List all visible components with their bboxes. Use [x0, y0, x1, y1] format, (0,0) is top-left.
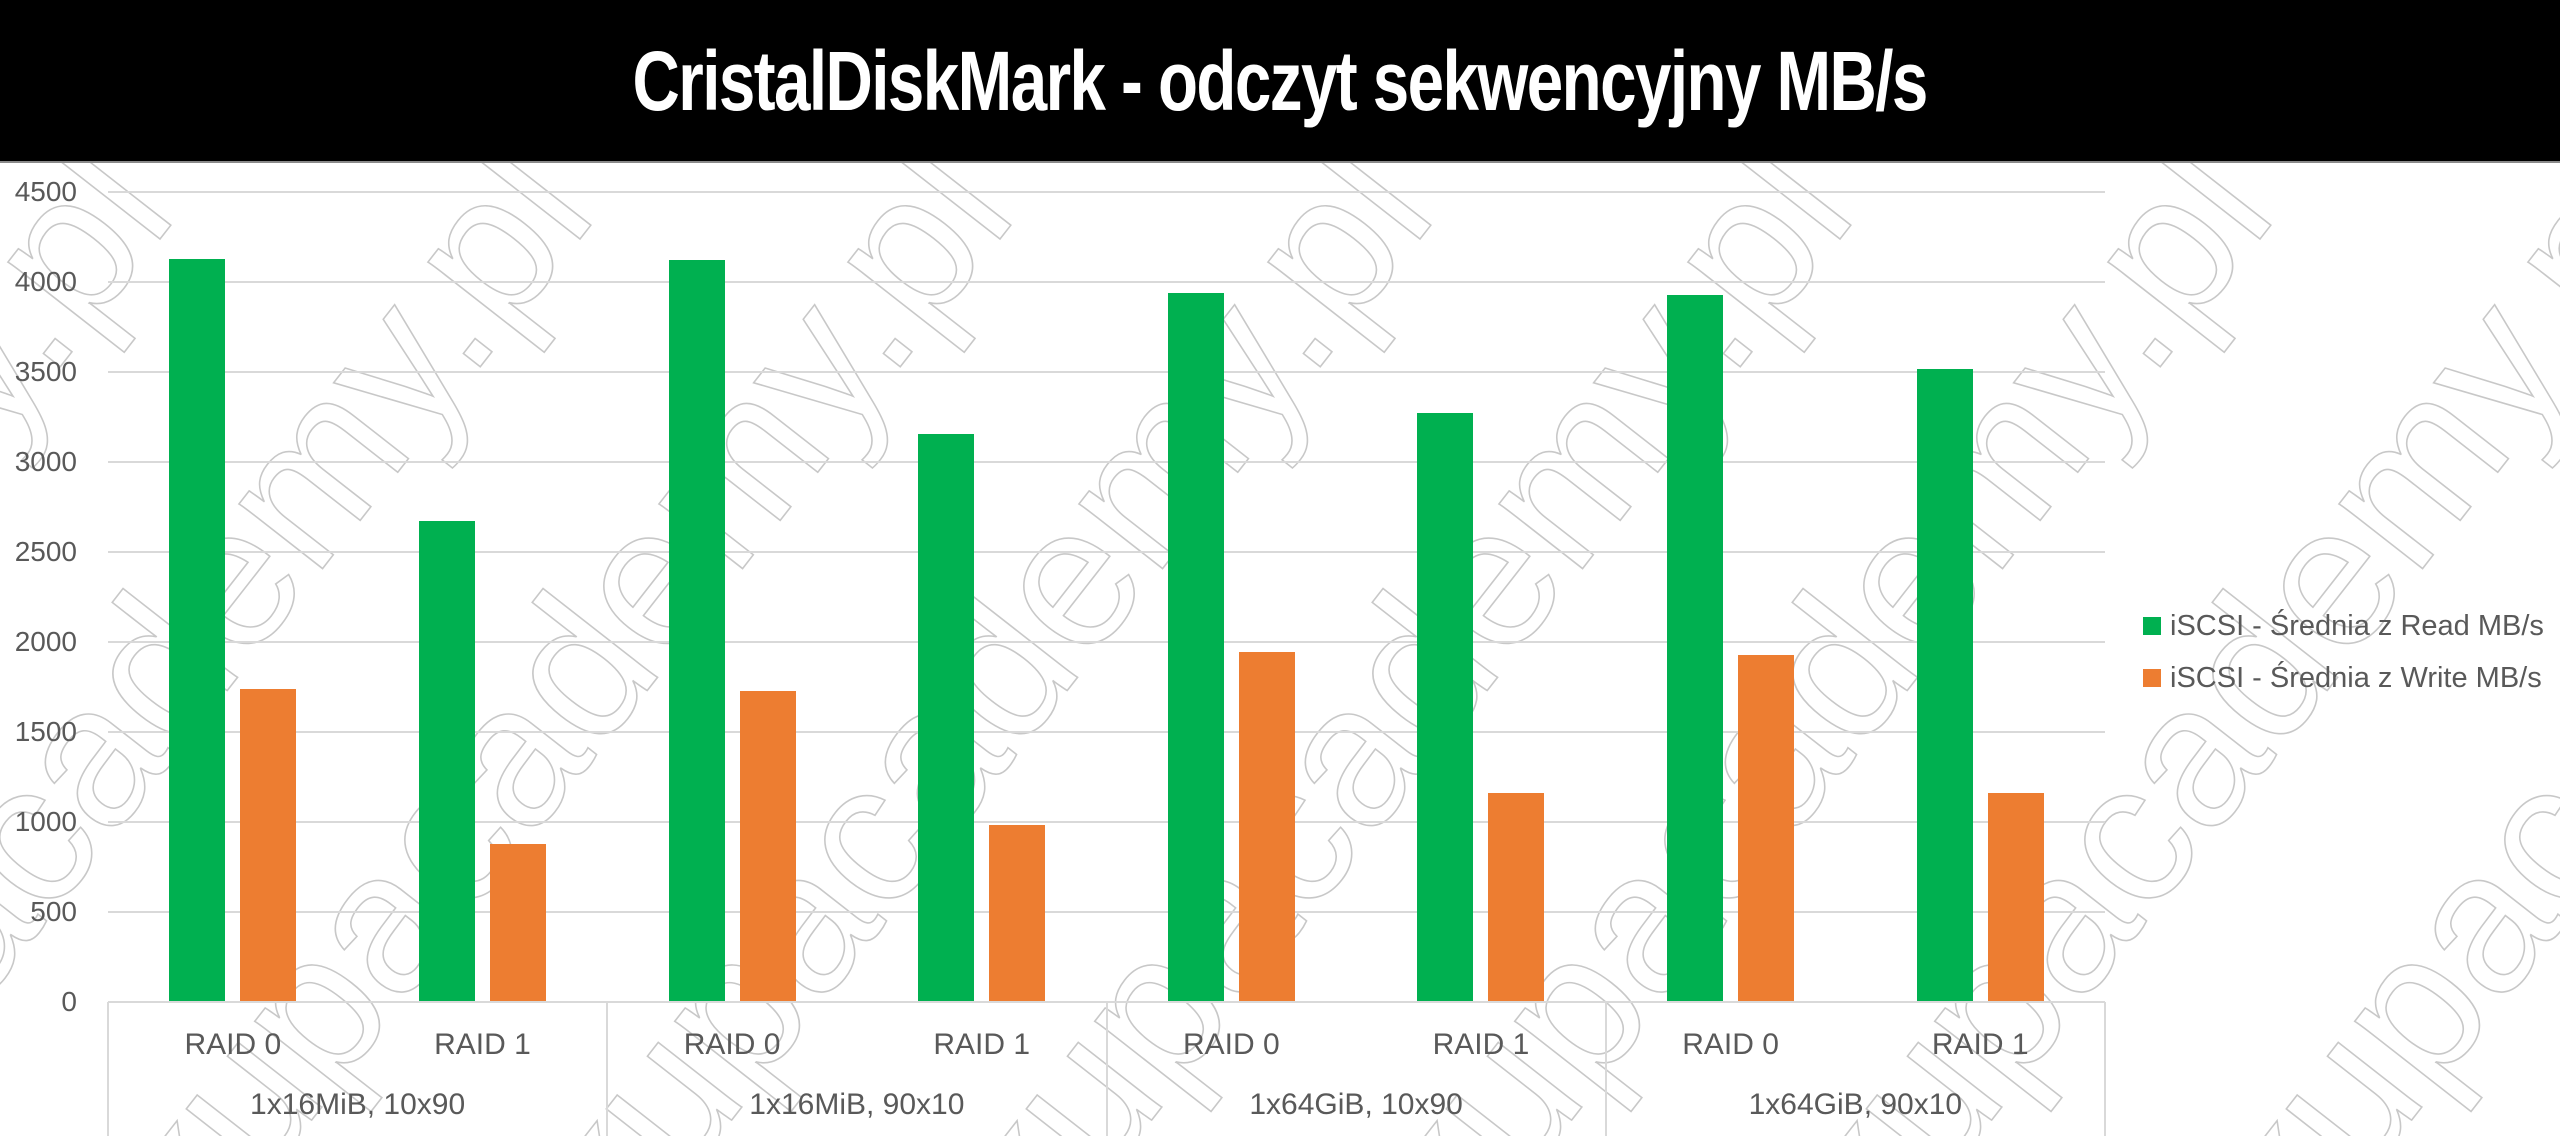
category-label: RAID 1: [1432, 1028, 1530, 1061]
category-label: RAID 0: [1182, 1028, 1280, 1061]
category-label: RAID 0: [184, 1028, 282, 1061]
y-tick-label: 2500: [14, 536, 77, 567]
bar-read[interactable]: [918, 433, 975, 1002]
gridline: [108, 371, 2105, 373]
group-label: 1x64GiB, 10x90: [1249, 1088, 1463, 1121]
category-separator: [107, 1002, 109, 1136]
bar-write[interactable]: [1238, 652, 1295, 1002]
legend-label-read: iSCSI - Średnia z Read MB/s: [2170, 609, 2544, 642]
bar-chart: 0 500 1000 1500 2000 2500 3000 3500 4000 4500 RAI…: [0, 163, 2560, 1136]
bar-write[interactable]: [489, 843, 546, 1002]
bar-write[interactable]: [240, 688, 297, 1002]
bar-write[interactable]: [1738, 654, 1795, 1002]
gridline: [108, 281, 2105, 283]
category-separator: [2104, 1002, 2106, 1136]
category-label: RAID 1: [434, 1028, 531, 1061]
category-label: RAID 0: [683, 1028, 781, 1061]
gridline: [108, 461, 2105, 463]
y-tick-label: 2000: [14, 626, 77, 657]
bar-read[interactable]: [668, 260, 725, 1002]
bar-read[interactable]: [1167, 292, 1224, 1002]
bar-read[interactable]: [1667, 294, 1724, 1002]
category-separator: [1105, 1002, 1108, 1136]
category-separator: [1604, 1002, 1607, 1136]
gridline: [108, 821, 2105, 823]
bar-write[interactable]: [739, 690, 796, 1002]
y-tick-label: 4500: [14, 176, 77, 207]
chart-title: CristalDiskMark - odczyt sekwencyjny MB/…: [632, 34, 1929, 128]
y-tick-label: 1500: [14, 716, 77, 747]
legend-label-write: iSCSI - Średnia z Write MB/s: [2170, 661, 2542, 694]
legend-swatch-write: [2143, 669, 2161, 687]
bar-read[interactable]: [1916, 368, 1973, 1002]
gridline: [108, 551, 2105, 553]
gridline: [108, 191, 2105, 193]
bar-read[interactable]: [418, 521, 475, 1002]
category-label: RAID 1: [1931, 1028, 2029, 1061]
chart-header: CristalDiskMark - odczyt sekwencyjny MB/…: [0, 0, 2560, 163]
legend-swatch-read: [2143, 617, 2161, 635]
category-label: RAID 0: [1682, 1028, 1779, 1061]
y-tick-label: 500: [30, 896, 77, 927]
y-tick-label: 3000: [14, 446, 77, 477]
bar-read[interactable]: [1417, 413, 1474, 1002]
gridline: [108, 911, 2105, 913]
y-tick-label: 4000: [14, 266, 77, 297]
group-label: 1x16MiB, 10x90: [250, 1088, 466, 1121]
bar-read[interactable]: [169, 258, 226, 1002]
gridline: [108, 731, 2105, 733]
category-label: RAID 1: [933, 1028, 1031, 1061]
category-separator: [606, 1002, 609, 1136]
bar-write[interactable]: [1488, 793, 1545, 1002]
y-tick-label: 1000: [14, 806, 77, 837]
y-tick-label: 0: [61, 986, 77, 1017]
legend: iSCSI - Średnia z Read MB/s iSCSI - Śred…: [2143, 600, 2544, 704]
legend-item-write[interactable]: iSCSI - Średnia z Write MB/s: [2143, 652, 2544, 704]
gridline: [108, 641, 2105, 643]
group-label: 1x16MiB, 90x10: [749, 1088, 965, 1121]
y-tick-label: 3500: [14, 356, 77, 387]
bar-write[interactable]: [989, 825, 1046, 1002]
legend-item-read[interactable]: iSCSI - Średnia z Read MB/s: [2143, 600, 2544, 652]
bar-write[interactable]: [1987, 793, 2044, 1002]
group-label: 1x64GiB, 90x10: [1748, 1088, 1963, 1121]
